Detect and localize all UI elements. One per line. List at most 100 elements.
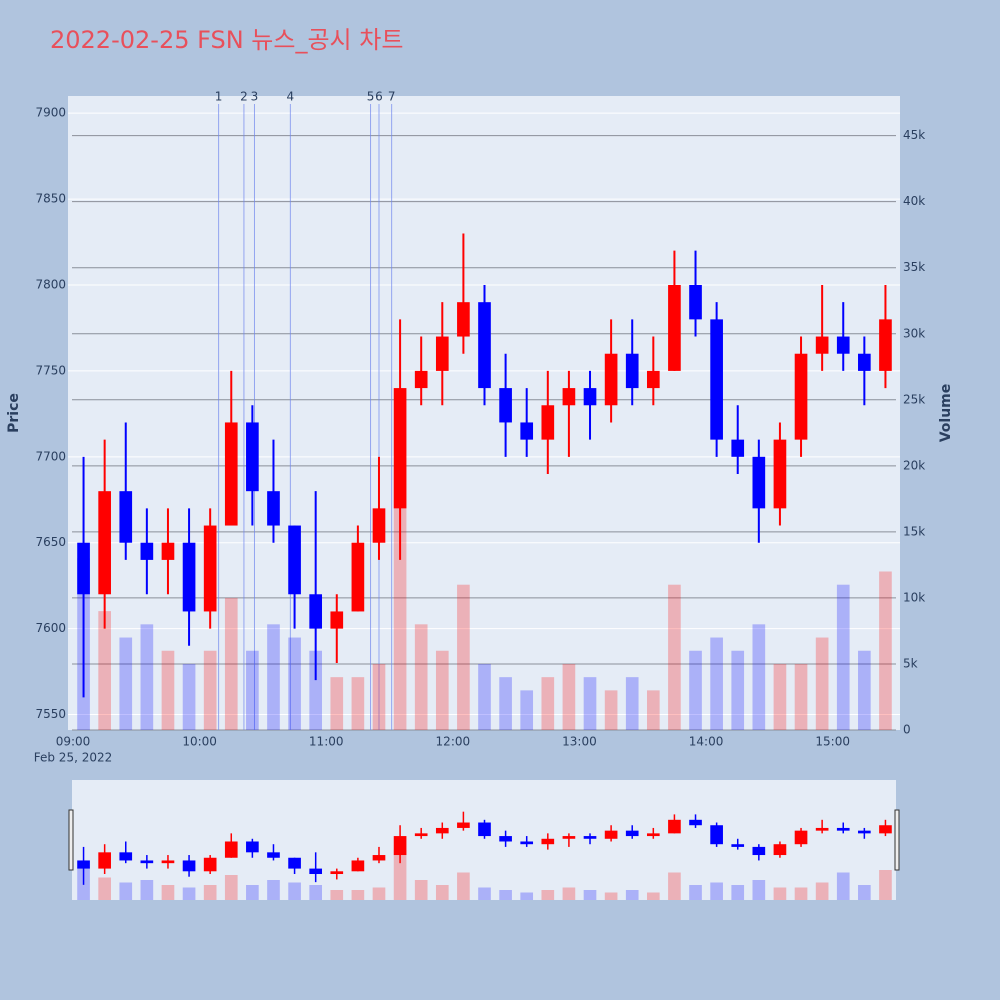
candle-body [731,439,745,457]
slider-candle-body [309,868,323,875]
volume-bar [182,663,196,730]
slider-volume-bar [879,870,892,900]
y2-tick-label: 35k [903,260,925,274]
candle-body [815,336,829,354]
y-tick-label: 7650 [35,535,66,549]
candle-body [372,508,386,543]
volume-bar [246,650,259,730]
volume-bar [562,663,576,730]
slider-volume-bar [858,885,871,900]
candle-body [309,594,323,629]
volume-bar [541,677,555,730]
candle-body [224,422,238,526]
candle-body [668,284,681,371]
slider-volume-bar [520,892,534,900]
volume-bar [330,677,344,730]
volume-bar [457,584,470,730]
slider-candle-body [625,830,639,837]
slider-volume-bar [604,892,618,900]
slider-volume-bar [710,882,723,900]
slider-candle-body [604,830,618,839]
slider-candle-body [646,833,660,837]
volume-bar [689,650,702,730]
volume-bar [879,571,892,730]
volume-bar [836,584,850,730]
volume-bar [752,624,766,730]
candle-body [478,302,491,389]
slider-candle-body [435,827,449,834]
slider-volume-bar [836,872,850,900]
y-tick-label: 7800 [35,277,66,291]
candle-body [879,319,892,371]
x-date-label: Feb 25, 2022 [34,751,113,765]
volume-bar [267,624,280,730]
volume-bar [858,650,871,730]
x-tick-label: 09:00 [56,735,91,749]
slider-candle-body [689,819,702,826]
slider-candle-body [119,852,133,861]
slider-volume-bar [625,890,639,900]
y-tick-label: 7700 [35,449,66,463]
volume-bar [478,663,491,730]
news-label: 2 [240,90,248,104]
volume-bar [140,624,154,730]
volume-bar [393,465,407,730]
volume-bar [499,677,512,730]
slider-candle-body [372,855,386,861]
y2-tick-label: 10k [903,590,925,604]
y-tick-label: 7600 [35,621,66,635]
candle-body [583,388,597,406]
slider-volume-bar [267,880,280,900]
candle-body [246,422,259,492]
slider-volume-bar [668,872,681,900]
volume-bar [288,637,301,730]
slider-candle-body [457,822,470,828]
slider-volume-bar [161,885,175,900]
slider-volume-bar [288,882,301,900]
volume-bar [625,677,639,730]
slider-candle-body [98,852,111,869]
slider-candle-body [161,860,175,864]
x-tick-label: 13:00 [562,735,597,749]
news-label: 3 [251,90,259,104]
slider-candle-body [224,841,238,858]
slider-volume-bar [119,882,133,900]
candle-body [435,336,449,371]
slider-candle-body [710,825,723,845]
y2-tick-label: 45k [903,128,925,142]
slider-handle[interactable] [894,809,900,871]
volume-bar [224,597,238,730]
slider-candle-body [478,822,491,837]
candle-body [161,542,175,560]
range-slider[interactable] [72,780,896,900]
slider-candle-body [393,836,407,856]
slider-candle-body [879,825,892,834]
candle-body [330,611,344,629]
volume-bar [161,650,175,730]
candle-body [182,542,196,612]
slider-volume-bar [224,875,238,900]
candle-body [119,491,133,543]
x-tick-label: 12:00 [436,735,471,749]
slider-candle-body [77,860,90,869]
slider-candle-body [330,871,344,875]
slider-candle-body [731,844,745,847]
slider-volume-bar [773,887,787,900]
slider-volume-bar [182,887,196,900]
slider-volume-bar [393,850,407,900]
slider-handle[interactable] [68,809,74,871]
slider-candle-body [583,836,597,839]
slider-candle-body [140,860,154,864]
slider-volume-bar [414,880,428,900]
slider-candle-body [668,819,681,834]
candle-body [77,542,90,595]
volume-bar [435,650,449,730]
news-label: 1 [215,90,223,104]
slider-volume-bar [140,880,154,900]
slider-volume-bar [794,887,808,900]
slider-candle-body [541,838,555,845]
y-tick-label: 7900 [35,106,66,120]
slider-volume-bar [815,882,829,900]
slider-candle-body [288,857,301,869]
candle-body [836,336,850,354]
